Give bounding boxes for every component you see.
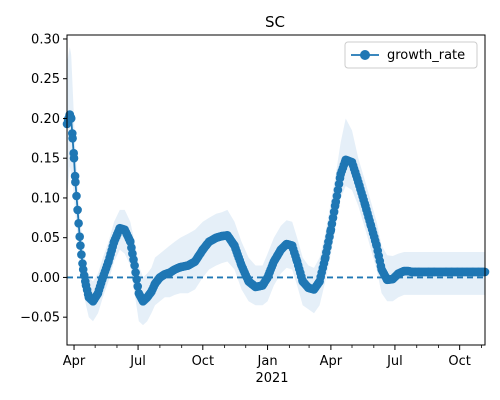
data-point bbox=[76, 241, 85, 250]
plot-frame bbox=[66, 34, 486, 346]
series-growth-rate bbox=[62, 110, 490, 306]
confidence-band-area bbox=[67, 46, 485, 326]
data-point bbox=[77, 250, 86, 259]
legend: growth_rate bbox=[344, 41, 478, 69]
x-axis: Apr Jul Oct Jan Apr Jul Oct bbox=[63, 345, 482, 369]
x-tick-label: Apr bbox=[320, 354, 343, 369]
y-tick-label: 0.10 bbox=[31, 191, 60, 206]
y-axis: 0.30 0.25 0.20 0.15 0.10 0.05 0.00 −0.05 bbox=[20, 32, 67, 326]
y-tick-label: −0.05 bbox=[20, 311, 60, 326]
x-tick-label: Jul bbox=[386, 354, 403, 369]
legend-dot-marker bbox=[360, 50, 370, 60]
x-tick-label: Oct bbox=[448, 354, 470, 369]
data-point bbox=[73, 205, 82, 215]
data-point bbox=[71, 177, 80, 187]
data-point bbox=[74, 219, 83, 228]
chart-title: SC bbox=[265, 13, 285, 31]
legend-box bbox=[344, 41, 478, 69]
data-point bbox=[130, 261, 139, 270]
data-point bbox=[131, 268, 140, 277]
data-point bbox=[66, 114, 76, 123]
x-tick-label: Apr bbox=[63, 354, 86, 369]
data-point bbox=[133, 282, 142, 291]
y-tick-label: 0.15 bbox=[31, 152, 60, 167]
data-point bbox=[75, 232, 84, 241]
y-tick-label: 0.30 bbox=[31, 32, 60, 47]
x-tick-label: Oct bbox=[192, 354, 214, 369]
data-point bbox=[132, 275, 141, 284]
y-tick-label: 0.25 bbox=[31, 72, 60, 87]
y-tick-label: 0.20 bbox=[31, 112, 60, 127]
data-point bbox=[69, 153, 79, 163]
y-tick-label: 0.00 bbox=[31, 271, 60, 286]
confidence-band bbox=[67, 46, 485, 326]
x-year-label: 2021 bbox=[255, 371, 288, 386]
x-tick-label: Jan bbox=[257, 354, 278, 369]
data-point bbox=[72, 191, 81, 201]
x-tick-label: Jul bbox=[129, 354, 146, 369]
data-point bbox=[68, 134, 77, 143]
legend-label-growth-rate: growth_rate bbox=[387, 48, 465, 63]
y-tick-label: 0.05 bbox=[31, 231, 60, 246]
